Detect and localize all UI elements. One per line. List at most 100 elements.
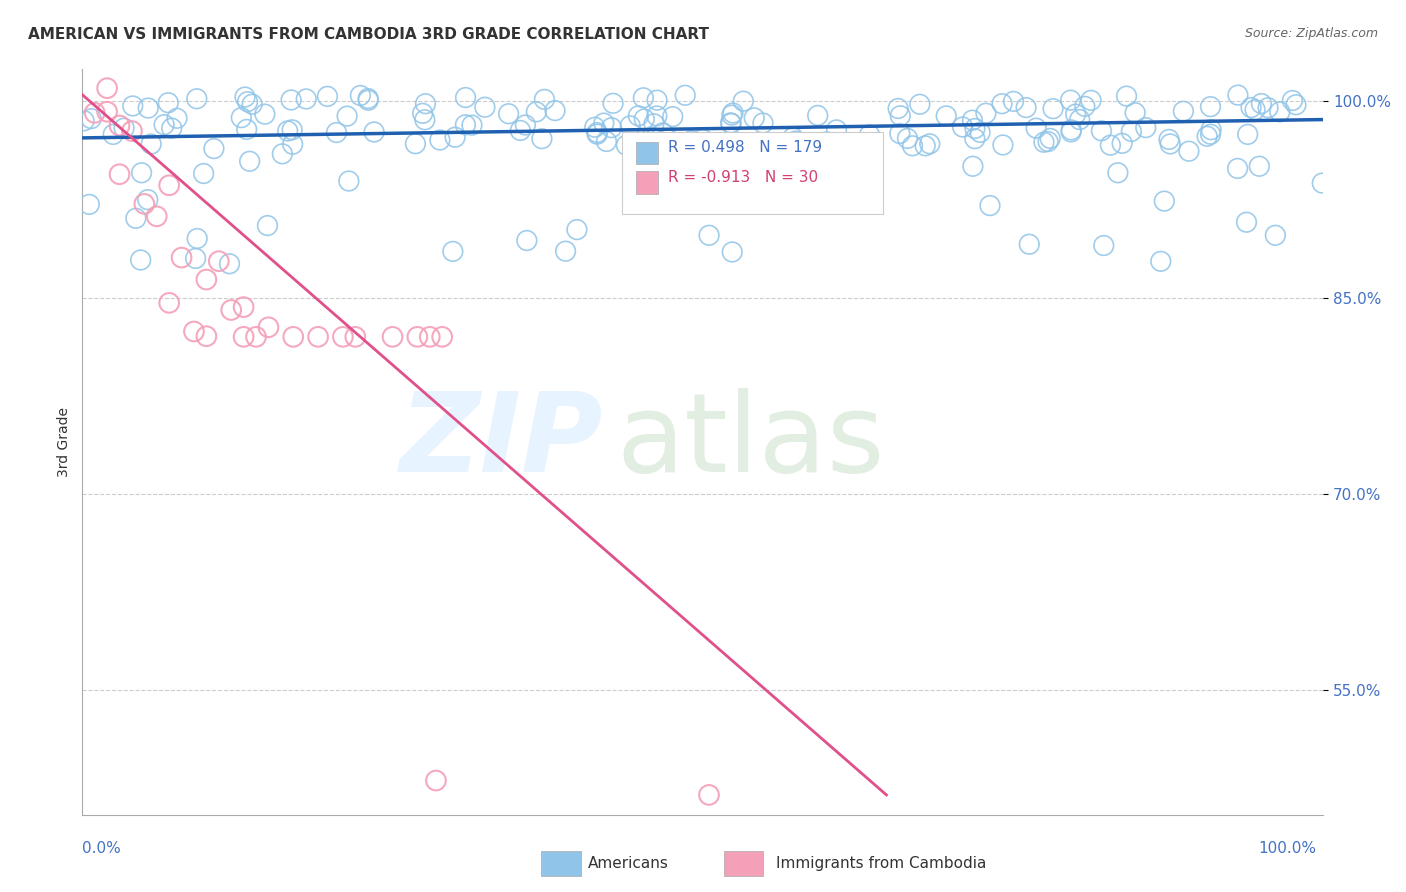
Point [281, 123, 304, 137]
Point [1264, 228, 1286, 243]
Point [1090, 124, 1112, 138]
Point [245, 330, 267, 344]
Point [673, 88, 696, 103]
Point [627, 109, 650, 123]
Point [419, 330, 441, 344]
Point [524, 104, 547, 119]
Point [136, 193, 159, 207]
Point [979, 198, 1001, 212]
Point [681, 134, 703, 148]
Point [509, 123, 531, 137]
Point [645, 109, 668, 123]
Point [307, 330, 329, 344]
Point [782, 130, 804, 145]
Point [1226, 88, 1249, 103]
Point [412, 106, 434, 120]
Point [239, 154, 262, 169]
Point [664, 138, 686, 153]
Point [1285, 97, 1308, 112]
Point [657, 132, 679, 146]
Point [544, 103, 567, 118]
Point [887, 102, 910, 116]
Point [896, 131, 918, 145]
Point [208, 254, 231, 268]
Point [693, 139, 716, 153]
FancyBboxPatch shape [636, 171, 658, 194]
Point [1157, 132, 1180, 146]
Point [413, 112, 436, 127]
Point [697, 228, 720, 243]
FancyBboxPatch shape [636, 142, 658, 164]
Point [991, 138, 1014, 153]
Point [654, 139, 676, 153]
Point [858, 128, 880, 142]
Point [730, 175, 752, 189]
Point [157, 296, 180, 310]
Point [742, 111, 765, 125]
Point [530, 131, 553, 145]
Point [651, 126, 673, 140]
Point [908, 97, 931, 112]
Point [195, 272, 218, 286]
Point [160, 121, 183, 136]
Point [1240, 101, 1263, 115]
Point [1080, 93, 1102, 107]
Point [1042, 102, 1064, 116]
Point [702, 155, 724, 169]
Point [614, 138, 637, 153]
Point [827, 190, 849, 204]
Text: Americans: Americans [588, 856, 669, 871]
Point [430, 330, 453, 344]
Point [404, 136, 426, 151]
Point [807, 108, 830, 122]
Point [643, 117, 665, 131]
Point [136, 101, 159, 115]
Point [661, 110, 683, 124]
Point [357, 93, 380, 107]
Point [1115, 89, 1137, 103]
Point [429, 133, 451, 147]
Point [721, 106, 744, 120]
Point [240, 97, 263, 112]
Point [444, 130, 467, 145]
Point [600, 120, 623, 135]
Point [554, 244, 576, 259]
Point [889, 109, 911, 123]
Point [1025, 121, 1047, 136]
Point [1015, 101, 1038, 115]
Point [692, 132, 714, 146]
Point [381, 330, 404, 344]
Point [83, 106, 105, 120]
Point [1197, 129, 1219, 144]
Text: Immigrants from Cambodia: Immigrants from Cambodia [776, 856, 987, 871]
Point [1150, 254, 1173, 268]
Point [129, 252, 152, 267]
Point [565, 222, 588, 236]
Point [219, 303, 242, 318]
Point [733, 94, 755, 108]
Point [344, 330, 367, 344]
Point [73, 113, 96, 128]
Point [131, 166, 153, 180]
Point [232, 330, 254, 344]
Point [157, 95, 180, 110]
Point [79, 197, 101, 211]
Point [963, 121, 986, 136]
Point [461, 118, 484, 132]
Point [1199, 122, 1222, 136]
Point [332, 330, 354, 344]
Text: R = 0.498   N = 179: R = 0.498 N = 179 [668, 140, 823, 155]
Point [974, 106, 997, 120]
Point [785, 134, 807, 148]
Point [96, 81, 118, 95]
Point [325, 126, 347, 140]
Point [935, 109, 957, 123]
Point [441, 244, 464, 259]
Point [80, 112, 103, 126]
Point [1002, 95, 1025, 109]
Point [454, 118, 477, 132]
Point [1249, 159, 1271, 173]
Point [1199, 127, 1222, 141]
Text: ZIP: ZIP [399, 388, 603, 495]
Point [1092, 238, 1115, 252]
